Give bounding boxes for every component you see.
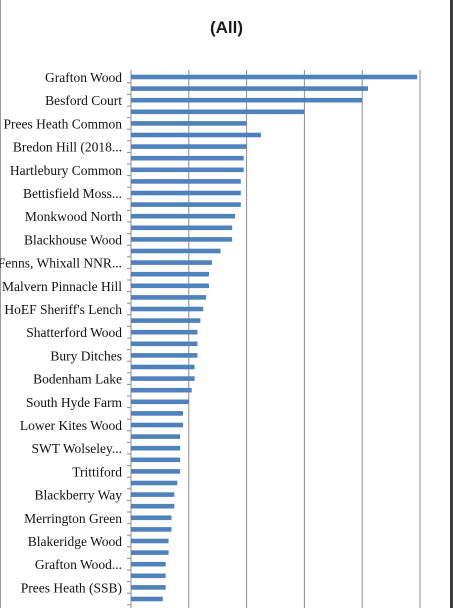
- bar: [131, 469, 181, 474]
- bar: [131, 399, 189, 405]
- category-label: Grafton Wood...: [35, 557, 122, 572]
- bar: [131, 225, 233, 231]
- bar: [131, 248, 221, 254]
- bar: [131, 144, 247, 149]
- bar: [131, 492, 175, 497]
- category-label: Besford Court: [45, 93, 122, 108]
- category-label: Bettisfield Moss...: [23, 186, 122, 201]
- bar: [131, 260, 212, 265]
- bar: [131, 411, 184, 416]
- category-label: Blackhouse Wood: [24, 232, 122, 247]
- category-label: South Hyde Farm: [26, 395, 122, 410]
- bar: [131, 121, 247, 126]
- bar: [131, 387, 192, 393]
- bar: [131, 585, 166, 590]
- bar: [131, 515, 172, 521]
- bar: [131, 341, 198, 347]
- bar: [131, 132, 262, 138]
- right-border: [450, 0, 453, 608]
- bar: [131, 109, 305, 115]
- bar: [131, 97, 363, 103]
- bar: [131, 376, 195, 381]
- category-label: Shatterford Wood: [26, 325, 122, 340]
- category-labels: Grafton Wood Besford Court Prees Heath Com…: [0, 70, 122, 595]
- bar: [131, 213, 236, 219]
- category-label: Bodenham Lake: [33, 372, 122, 387]
- category-label: SWT Wolseley...: [31, 441, 122, 456]
- bar: [131, 329, 198, 335]
- bar: [131, 167, 244, 173]
- bar: [131, 573, 166, 579]
- bar: [131, 86, 368, 91]
- bar: [131, 155, 244, 161]
- category-label: Lower Kites Wood: [20, 418, 122, 433]
- bar: [131, 434, 181, 439]
- category-axis: [127, 70, 132, 608]
- category-label: Bredon Hill (2018...: [13, 140, 122, 155]
- bar: [131, 550, 169, 555]
- bar: [131, 422, 184, 428]
- bar: [131, 364, 195, 370]
- bar: [131, 457, 181, 463]
- category-label: Blackberry Way: [34, 488, 122, 503]
- bar: [131, 190, 241, 196]
- category-label: Grafton Wood: [45, 70, 122, 85]
- bar: [131, 271, 210, 277]
- bar: [131, 353, 198, 358]
- category-label: Prees Heath (SSB): [21, 580, 122, 595]
- bar: [131, 527, 172, 532]
- bars: [131, 74, 418, 602]
- category-label: Monkwood North: [25, 209, 122, 224]
- bar: [131, 503, 175, 509]
- left-border: [0, 0, 1, 608]
- bar: [131, 561, 166, 567]
- bar: [131, 283, 210, 289]
- category-label: Prees Heath Common: [4, 116, 123, 131]
- category-label: Malvern Pinnacle Hill: [2, 279, 122, 294]
- bar: [131, 596, 163, 602]
- chart-title: (All): [209, 18, 244, 37]
- bar: [131, 480, 178, 486]
- category-label: Bury Ditches: [50, 348, 122, 363]
- bar: [131, 538, 169, 544]
- category-label: Fenns, Whixall NNR...: [0, 256, 122, 271]
- gridlines: [188, 70, 421, 608]
- bar: [131, 318, 201, 323]
- bar: [131, 306, 204, 312]
- bar: [131, 237, 233, 242]
- category-label: Hartlebury Common: [10, 163, 122, 178]
- category-label: Trittiford: [72, 464, 122, 479]
- category-label: Blakeridge Wood: [28, 534, 123, 549]
- bar: [131, 445, 181, 451]
- category-label: HoEF Sheriff's Lench: [4, 302, 122, 317]
- bar: [131, 295, 207, 300]
- bar: [131, 202, 241, 207]
- category-label: Merrington Green: [24, 511, 122, 526]
- bar: [131, 74, 418, 80]
- bar: [131, 179, 241, 184]
